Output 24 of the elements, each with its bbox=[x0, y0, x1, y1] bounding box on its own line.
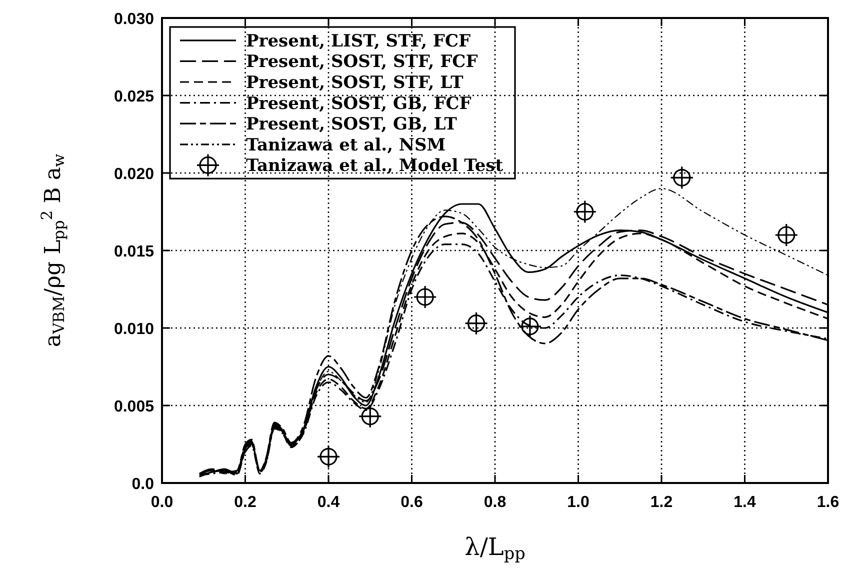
legend-label: Tanizawa et al., NSM bbox=[246, 135, 446, 156]
x-tick-label: 1.0 bbox=[567, 494, 590, 511]
x-tick-label: 1.4 bbox=[734, 494, 756, 511]
y-tick-label: 0.010 bbox=[114, 321, 154, 338]
y-tick-label: 0.015 bbox=[114, 244, 154, 260]
x-tick-label: 0.0 bbox=[150, 494, 174, 511]
x-tick-label: 1.6 bbox=[816, 494, 840, 511]
legend-label: Present, SOST, GB, FCF bbox=[246, 94, 472, 114]
y-tick-label: 0.005 bbox=[114, 398, 154, 416]
x-axis-title: λ/L$_{pp}$ bbox=[464, 533, 526, 564]
legend-label: Present, SOST, STF, LT bbox=[246, 73, 464, 93]
legend-label: Present, SOST, STF, FCF bbox=[246, 52, 478, 72]
x-tick-label: 0.4 bbox=[317, 494, 340, 511]
y-tick-label: 0.030 bbox=[114, 11, 154, 28]
x-tick-label: 0.2 bbox=[234, 494, 256, 511]
y-tick-label: 0.020 bbox=[114, 166, 154, 183]
y-tick-label: 0.0 bbox=[132, 476, 154, 493]
legend-label: Present, SOST, GB, LT bbox=[246, 114, 458, 135]
x-tick-label: 1.2 bbox=[650, 494, 673, 511]
x-tick-label: 0.8 bbox=[484, 494, 506, 511]
legend-label: Tanizawa et al., Model Test bbox=[246, 156, 504, 176]
legend-label: Present, LIST, STF, FCF bbox=[246, 31, 471, 52]
x-tick-label: 0.6 bbox=[400, 494, 423, 511]
y-tick-label: 0.025 bbox=[114, 88, 154, 106]
